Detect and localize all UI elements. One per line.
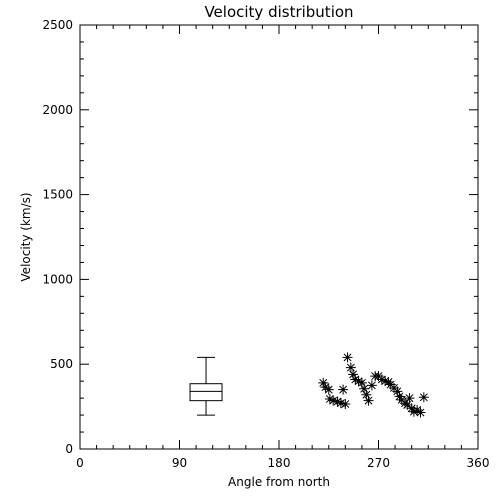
data-point: [366, 380, 377, 391]
x-tick-label: 0: [76, 456, 84, 470]
data-point: [342, 352, 353, 363]
data-point: [363, 395, 374, 406]
x-tick-label: 90: [172, 456, 187, 470]
data-point: [376, 374, 387, 385]
data-point: [418, 392, 429, 403]
y-axis: 0 500 1000 1500 2000 2500: [42, 18, 478, 456]
data-point: [350, 374, 361, 385]
data-point: [340, 399, 351, 410]
data-point: [323, 384, 334, 395]
data-point: [361, 389, 372, 400]
plot-area: [79, 24, 479, 450]
y-tick-label: 1500: [42, 188, 73, 202]
y-tick-label: 2500: [42, 18, 73, 32]
y-tick-label: 2000: [42, 103, 73, 117]
data-point: [408, 406, 419, 417]
data-point: [356, 377, 367, 388]
data-point: [348, 369, 359, 380]
chart-title: Velocity distribution: [204, 3, 353, 21]
box-iqr: [189, 383, 223, 402]
x-axis: 0 90 180 270 360: [76, 25, 489, 470]
x-tick-label: 270: [367, 456, 390, 470]
data-point: [406, 403, 417, 414]
data-point: [392, 386, 403, 397]
data-point: [394, 391, 405, 402]
data-point: [335, 398, 346, 409]
y-tick-label: 500: [50, 357, 73, 371]
data-point: [415, 407, 426, 418]
x-tick-label: 360: [467, 456, 490, 470]
data-point: [404, 393, 415, 404]
data-point: [328, 395, 339, 406]
data-point: [380, 376, 391, 387]
data-point: [324, 393, 335, 404]
data-point: [359, 383, 370, 394]
y-tick-label: 1000: [42, 272, 73, 286]
y-tick-label: 0: [65, 442, 73, 456]
x-axis-label: Angle from north: [228, 475, 330, 489]
data-points: [318, 352, 429, 418]
data-point: [320, 382, 331, 393]
boxplot: [189, 356, 223, 416]
x-tick-label: 180: [268, 456, 291, 470]
data-point: [345, 362, 356, 373]
data-point: [318, 377, 329, 388]
data-point: [338, 384, 349, 395]
y-axis-label: Velocity (km/s): [19, 192, 33, 281]
data-point: [412, 404, 423, 415]
data-point: [332, 396, 343, 407]
data-point: [402, 399, 413, 410]
data-point: [353, 376, 364, 387]
